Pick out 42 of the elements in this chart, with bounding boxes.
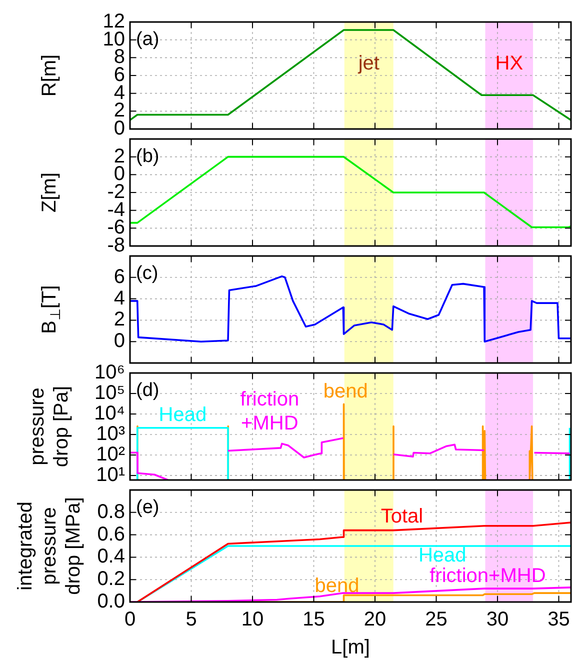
y-tick-label: 10⁶ — [94, 362, 125, 384]
x-tick-label: 30 — [486, 608, 509, 631]
series-label: friction+MHD — [430, 564, 546, 587]
y-tick-label: 0 — [114, 330, 125, 352]
y-tick-label: 10⁵ — [94, 382, 125, 404]
x-tick-label: 15 — [302, 608, 325, 631]
y-tick-label: 4 — [114, 287, 125, 310]
y-tick-label: 0.0 — [97, 590, 125, 613]
series-label: Head — [418, 544, 466, 567]
y-axis-title: pressure drop [Pa] — [26, 386, 73, 468]
series-label: bend — [323, 380, 368, 402]
y-tick-label: 0.8 — [97, 500, 125, 523]
y-tick-label: 10³ — [96, 422, 126, 445]
y-tick-label: 10⁴ — [94, 402, 125, 424]
y-tick-label: 0.4 — [97, 546, 125, 568]
y-axis-title: Z[m] — [38, 172, 61, 212]
y-axis-title: R[m] — [38, 54, 61, 97]
series-label: Head — [158, 404, 207, 426]
y-tick-label: 0.6 — [97, 523, 125, 546]
y-tick-label: 0.2 — [97, 568, 125, 590]
annotation: (d) — [136, 380, 160, 402]
x-axis-title: L[m] — [331, 636, 370, 659]
y-tick-label: 10¹ — [96, 464, 126, 486]
annotation: (e) — [136, 497, 160, 518]
y-tick-label: 10² — [96, 443, 126, 466]
y-tick-label: 6 — [114, 266, 125, 288]
y-axis-title: B⊥[T] — [38, 285, 63, 334]
series-label: Total — [380, 505, 424, 528]
band-label: jet — [357, 52, 380, 75]
x-tick-label: 25 — [425, 608, 448, 631]
series-label: friction+MHD — [240, 388, 300, 434]
annotation: (a) — [136, 29, 160, 50]
x-tick-label: 20 — [364, 608, 386, 631]
annotation: (c) — [136, 263, 158, 284]
x-tick-label: 5 — [186, 608, 197, 631]
y-tick-label: 2 — [114, 308, 125, 331]
band-label: HX — [495, 52, 524, 75]
series-label: bend — [314, 574, 360, 597]
annotation: (b) — [136, 146, 160, 168]
y-axis-title: integrated pressure drop [MPa] — [14, 497, 85, 595]
x-tick-label: 10 — [241, 608, 264, 631]
x-tick-label: 35 — [548, 608, 570, 631]
